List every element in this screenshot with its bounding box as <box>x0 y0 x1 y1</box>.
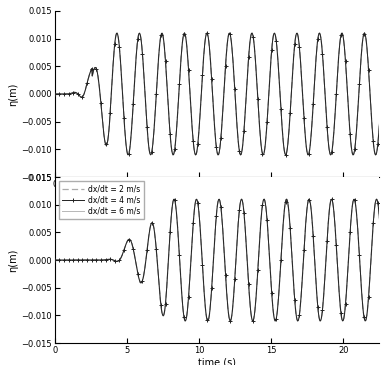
Text: (a): (a) <box>209 190 225 200</box>
X-axis label: time (s): time (s) <box>198 192 236 201</box>
Legend: dx/dt = 2 m/s, dx/dt = 4 m/s, dx/dt = 6 m/s: dx/dt = 2 m/s, dx/dt = 4 m/s, dx/dt = 6 … <box>59 181 144 219</box>
Y-axis label: η(m): η(m) <box>9 248 18 272</box>
Y-axis label: η(m): η(m) <box>9 82 18 106</box>
X-axis label: time (s): time (s) <box>198 358 236 365</box>
